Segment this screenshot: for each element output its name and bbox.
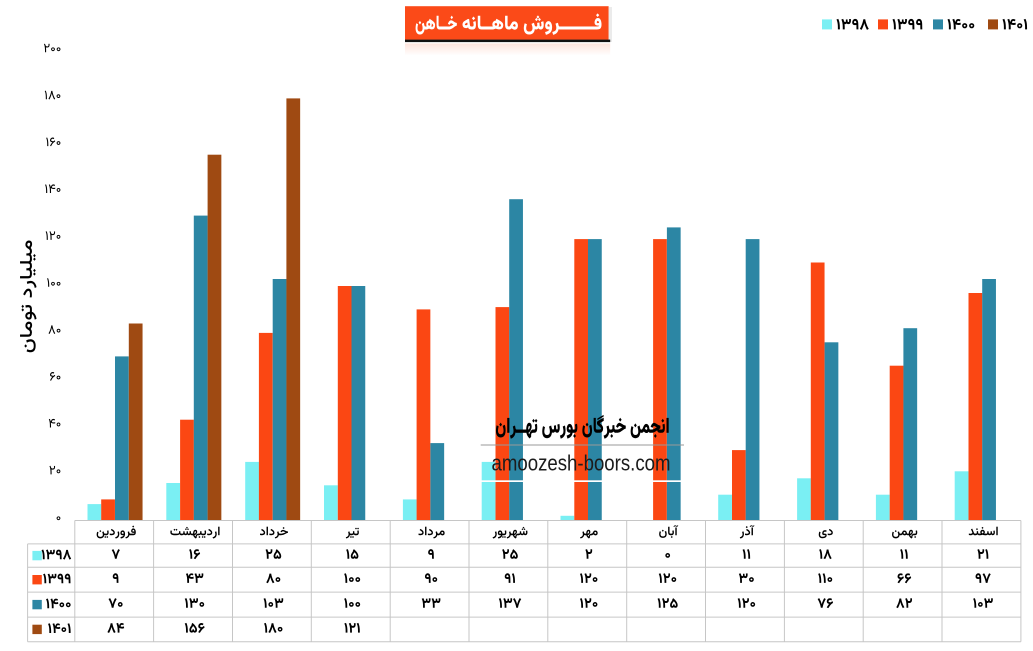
svg-text:amoozesh-boors.com: amoozesh-boors.com: [492, 451, 671, 476]
